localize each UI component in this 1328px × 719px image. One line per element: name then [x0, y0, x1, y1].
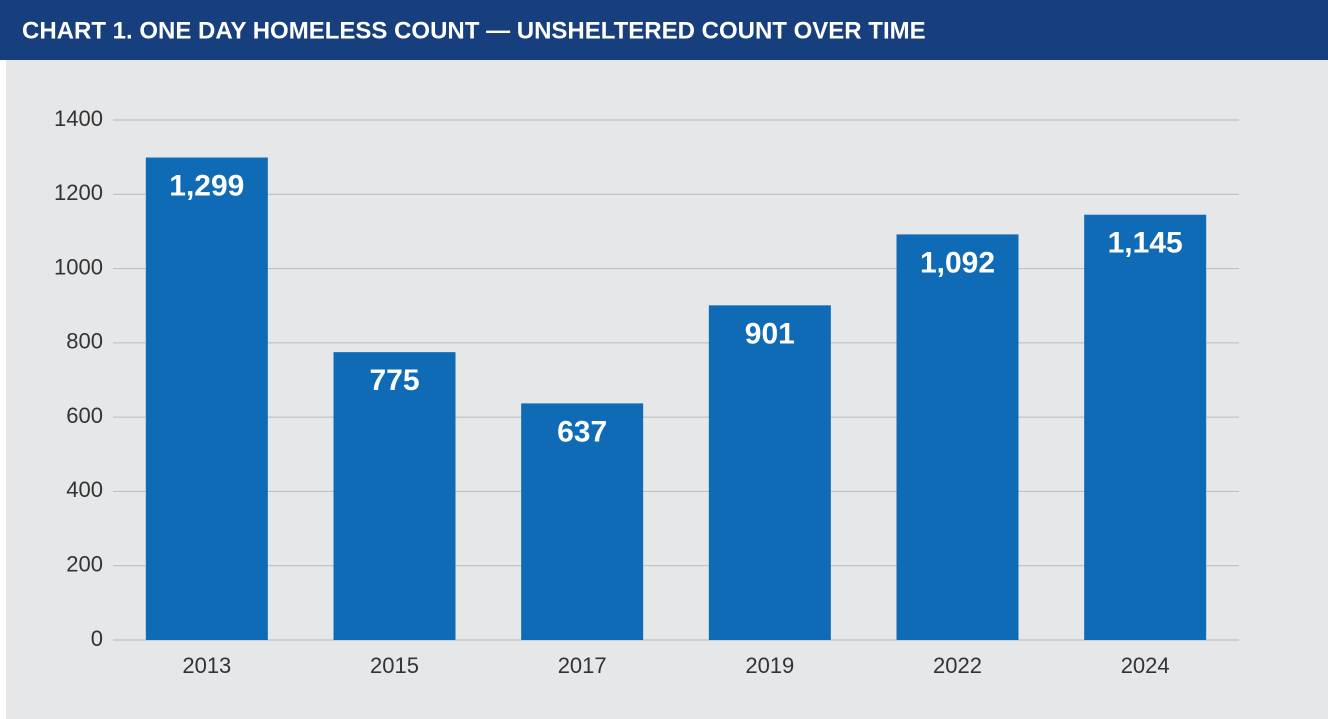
- y-tick-label: 1000: [54, 254, 103, 279]
- chart-title: CHART 1. ONE DAY HOMELESS COUNT — UNSHEL…: [22, 17, 926, 44]
- x-tick-label: 2017: [558, 653, 607, 678]
- y-tick-label: 800: [66, 329, 103, 354]
- bar: [333, 352, 456, 640]
- value-label: 901: [745, 317, 795, 350]
- bar: [1084, 214, 1207, 640]
- x-tick-label: 2013: [182, 653, 231, 678]
- y-tick-label: 1400: [54, 106, 103, 131]
- x-tick-label: 2015: [370, 653, 419, 678]
- y-tick-label: 1200: [54, 180, 103, 205]
- x-tick-label: 2022: [933, 653, 982, 678]
- y-tick-label: 600: [66, 403, 103, 428]
- y-tick-label: 200: [66, 552, 103, 577]
- y-tick-label: 0: [91, 626, 103, 651]
- bar: [145, 157, 268, 640]
- value-label: 775: [369, 364, 419, 397]
- value-label: 637: [557, 415, 607, 448]
- x-tick-label: 2019: [745, 653, 794, 678]
- x-tick-label: 2024: [1121, 653, 1170, 678]
- y-tick-label: 400: [66, 477, 103, 502]
- header-bar: [0, 0, 1328, 60]
- bar: [896, 234, 1019, 640]
- bar: [521, 403, 644, 640]
- value-label: 1,092: [920, 246, 995, 279]
- bar: [708, 305, 831, 640]
- value-label: 1,145: [1108, 227, 1183, 260]
- value-label: 1,299: [169, 169, 244, 202]
